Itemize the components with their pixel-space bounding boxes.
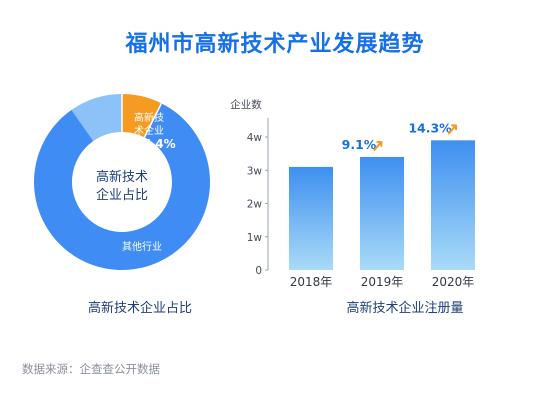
donut-center-label: 企业占比 [96, 187, 148, 203]
growth-label: 9.1% [342, 137, 377, 152]
x-tick-label: 2020年 [432, 275, 475, 289]
bar-2019年 [360, 156, 404, 270]
donut-caption: 高新技术企业占比 [87, 301, 192, 316]
y-tick-label: 3w [247, 165, 263, 177]
donut-center-label: 高新技术 [96, 169, 148, 185]
donut-slice-label: 术企业 [134, 124, 164, 137]
growth-up-arrow-icon [373, 140, 383, 151]
donut-slice-value: 7.4% [142, 137, 175, 151]
growth-up-arrow-icon [448, 124, 457, 135]
donut-slice-label: 高新技 [134, 111, 164, 124]
donut-slice-label: 其他行业 [122, 240, 162, 253]
x-tick-label: 2018年 [290, 275, 333, 289]
bar-caption: 高新技术企业注册量 [346, 301, 464, 316]
bar-2018年 [289, 166, 333, 270]
donut-slice-other [33, 103, 211, 271]
x-tick-label: 2019年 [361, 275, 404, 289]
donut-slice-other-light-band [71, 94, 122, 142]
growth-label: 14.3% [408, 120, 452, 135]
y-tick-label: 1w [247, 232, 263, 244]
donut-separator [143, 103, 163, 138]
data-source: 数据来源：企查查公开数据 [22, 362, 160, 376]
y-axis-label: 企业数 [230, 98, 262, 111]
y-tick-label: 0 [255, 265, 262, 277]
page-title: 福州市高新技术产业发展趋势 [125, 32, 425, 57]
donut-slice-high-tech [122, 94, 162, 138]
y-tick-label: 4w [247, 132, 263, 144]
bar-2020年 [431, 140, 475, 270]
y-tick-label: 2w [247, 199, 263, 211]
